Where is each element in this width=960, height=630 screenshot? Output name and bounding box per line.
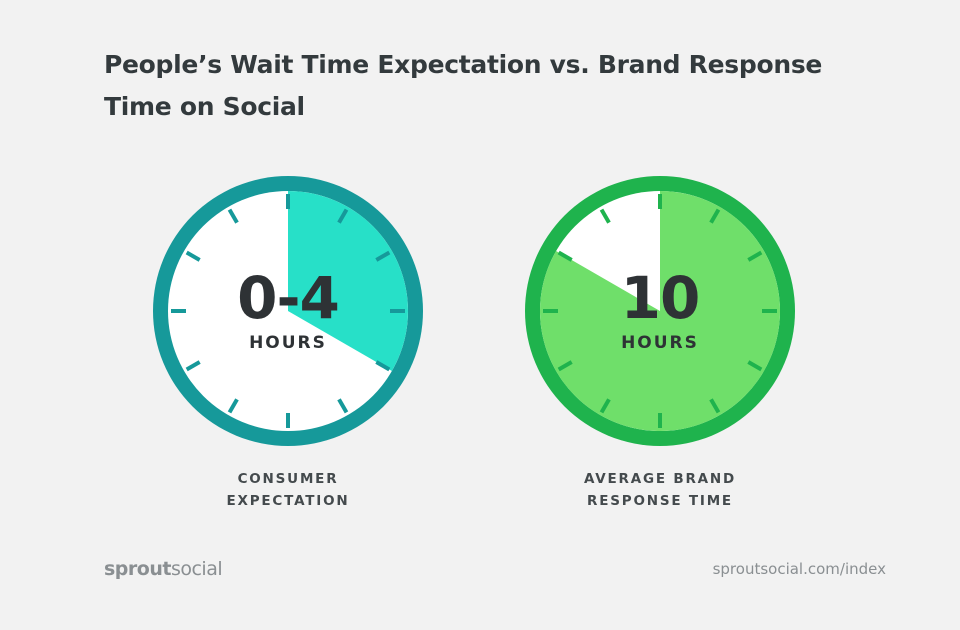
hour-tick [557, 360, 573, 372]
hour-tick [185, 360, 201, 372]
hour-tick [337, 208, 349, 224]
caption-line-1: AVERAGE BRAND [583, 471, 737, 487]
hour-tick [747, 250, 763, 262]
logo-part-sprout: sprout [104, 558, 171, 580]
brand-response-caption: AVERAGE BRAND RESPONSE TIME [520, 468, 800, 512]
hour-tick [599, 398, 611, 414]
hour-tick [557, 250, 573, 262]
hour-tick [599, 208, 611, 224]
hour-tick [747, 360, 763, 372]
hour-tick [709, 208, 721, 224]
source-url: sproutsocial.com/index [712, 560, 886, 578]
clock-graphic: 0-4 HOURS [153, 176, 423, 446]
caption-line-2: RESPONSE TIME [587, 493, 733, 509]
hour-tick [337, 398, 349, 414]
sprout-social-logo: sproutsocial [104, 558, 223, 580]
hour-ticks [543, 194, 777, 428]
hour-tick [185, 250, 201, 262]
clock-value: 0-4 [237, 264, 339, 332]
elapsed-time-wedge [540, 191, 781, 431]
consumer-expectation-caption: CONSUMER EXPECTATION [148, 468, 428, 512]
hour-tick [375, 360, 391, 372]
brand-response-clock: 10 HOURS [525, 176, 795, 446]
clock-unit: HOURS [249, 333, 327, 353]
caption-line-1: CONSUMER [237, 471, 339, 487]
page-title: People’s Wait Time Expectation vs. Brand… [104, 50, 823, 121]
hour-ticks [171, 194, 405, 428]
clock-graphic: 10 HOURS [525, 176, 795, 446]
clock-unit: HOURS [621, 333, 699, 353]
caption-line-2: EXPECTATION [226, 493, 350, 509]
clock-value: 10 [621, 264, 700, 332]
logo-part-social: social [170, 558, 223, 580]
hour-tick [227, 398, 239, 414]
elapsed-time-wedge [288, 191, 408, 371]
consumer-expectation-clock: 0-4 HOURS [153, 176, 423, 446]
hour-tick [709, 398, 721, 414]
hour-tick [375, 250, 391, 262]
hour-tick [227, 208, 239, 224]
